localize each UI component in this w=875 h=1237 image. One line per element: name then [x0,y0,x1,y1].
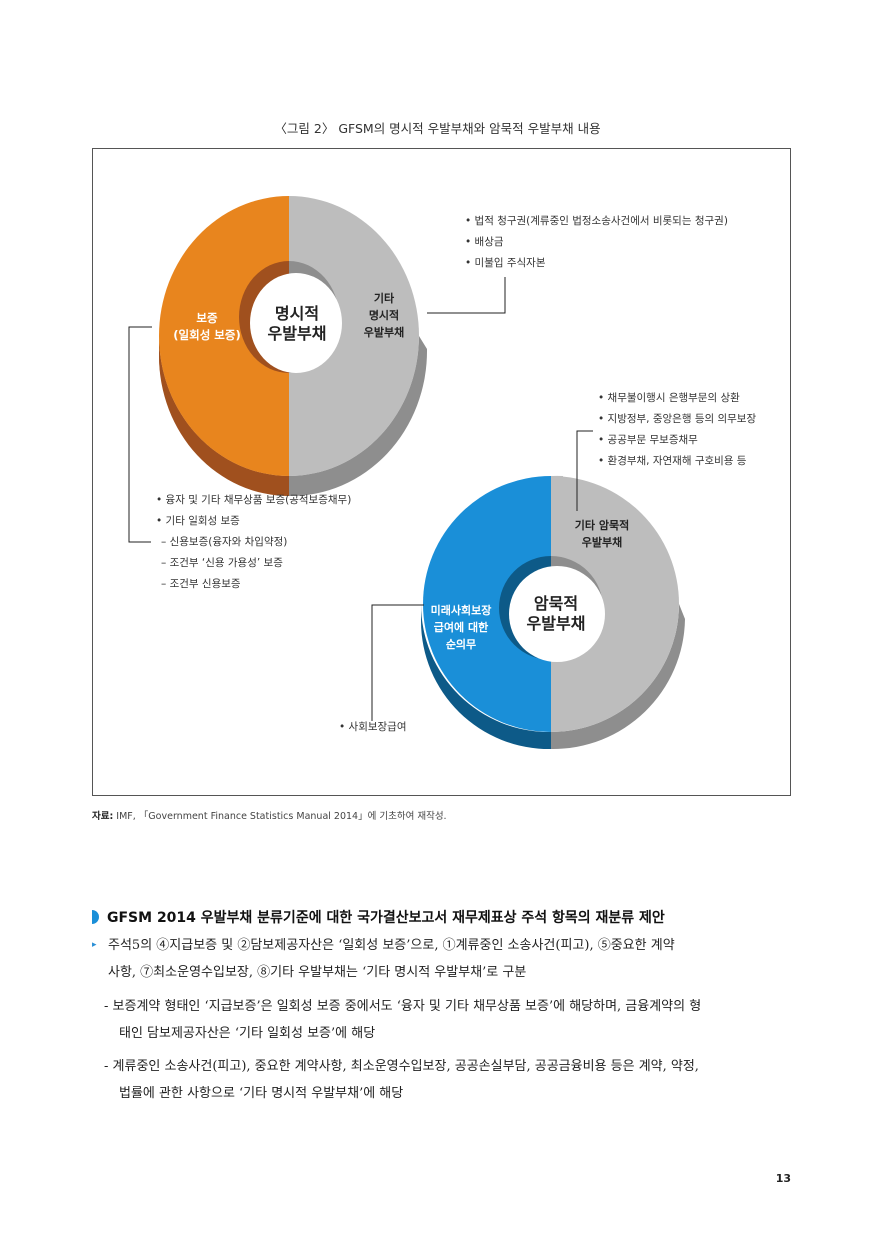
list-item: • 공공부문 무보증채무 [598,434,698,446]
dash1-line-2: 태인 담보제공자산은 ‘기타 일회성 보증’에 해당 [119,1026,376,1041]
explicit-other-list: • 법적 청구권(계류중인 법정소송사건에서 비롯되는 청구권) • 배상금 •… [465,215,728,269]
implicit-hole [509,566,605,662]
dash2-line-2: 법률에 관한 사항으로 ‘기타 명시적 우발부채’에 해당 [119,1086,404,1101]
dash1-line-1: - 보증계약 형태인 ‘지급보증’은 일회성 보증 중에서도 ‘융자 및 기타 … [104,999,702,1014]
explicit-left-label2: (일회성 보증) [173,328,240,342]
connector-lines [128,277,593,721]
connector-explicit-other [427,277,506,314]
dash-paragraph-1: - 보증계약 형태인 ‘지급보증’은 일회성 보증 중에서도 ‘융자 및 기타 … [92,993,792,1047]
list-item: – 조건부 ‘신용 가용성’ 보증 [161,557,283,569]
heading-marker-icon [92,910,99,924]
source-note: 자료: IMF, 「Government Finance Statistics … [92,808,447,822]
list-item: • 법적 청구권(계류중인 법정소송사건에서 비롯되는 청구권) [465,215,728,227]
dash2-line-1: - 계류중인 소송사건(피고), 중요한 계약사항, 최소운영수입보장, 공공손… [104,1059,699,1074]
dash-paragraph-2: - 계류중인 소송사건(피고), 중요한 계약사항, 최소운영수입보장, 공공손… [92,1053,792,1107]
implicit-center-line2: 우발부채 [527,614,586,633]
implicit-center-line1: 암묵적 [534,594,578,613]
explicit-right-label3: 우발부채 [364,325,404,339]
list-item: • 사회보장급여 [339,721,407,733]
explicit-hole [250,273,342,373]
donut-diagram: 명시적 우발부채 보증 (일회성 보증) 기타 명시적 우발부채 암묵적 우발부… [128,196,756,750]
source-text: IMF, 「Government Finance Statistics Manu… [113,811,447,822]
explicit-center-line2: 우발부채 [268,324,327,343]
social-list: • 사회보장급여 [339,721,407,733]
bullet-line-2: 사항, ⑦최소운영수입보장, ⑧기타 우발부채는 ‘기타 명시적 우발부채’로 … [108,965,527,980]
list-item: • 미불입 주식자본 [465,256,546,269]
list-item: – 조건부 신용보증 [161,578,241,590]
triangle-bullet-icon: ▸ [92,940,97,950]
explicit-center-line1: 명시적 [275,304,319,323]
explicit-right-label2: 명시적 [369,308,399,322]
section-heading-text: GFSM 2014 우발부채 분류기준에 대한 국가결산보고서 재무제표상 주석… [107,910,665,926]
explicit-left-label1: 보증 [196,311,218,325]
connector-social [371,604,424,721]
explicit-slice-other [289,196,419,476]
list-item: • 융자 및 기타 채무상품 보증(공적보증채무) [156,494,351,506]
figure-box: 명시적 우발부채 보증 (일회성 보증) 기타 명시적 우발부채 암묵적 우발부… [92,148,791,796]
list-item: • 기타 일회성 보증 [156,514,240,527]
list-item: • 지방정부, 중앙은행 등의 의무보장 [598,413,756,425]
implicit-left-label1: 미래사회보장 [431,603,492,617]
implicit-other-list: • 채무불이행시 은행부문의 상환 • 지방정부, 중앙은행 등의 의무보장 •… [598,392,756,467]
bullet-line-1: 주석5의 ④지급보증 및 ②담보제공자산은 ‘일회성 보증’으로, ①계류중인 … [108,938,675,953]
section-heading: GFSM 2014 우발부채 분류기준에 대한 국가결산보고서 재무제표상 주석… [92,907,665,927]
explicit-donut: 명시적 우발부채 보증 (일회성 보증) 기타 명시적 우발부채 [159,196,428,497]
implicit-left-label2: 급여에 대한 [434,620,488,634]
bullet-paragraph: ▸ 주석5의 ④지급보증 및 ②담보제공자산은 ‘일회성 보증’으로, ①계류중… [92,932,792,986]
implicit-donut: 암묵적 우발부채 미래사회보장 급여에 대한 순의무 기타 암묵적 우발부채 [421,475,685,750]
page-number: 13 [775,1172,791,1185]
list-item: • 채무불이행시 은행부문의 상환 [598,392,740,404]
list-item: – 신용보증(융자와 차입약정) [161,535,287,548]
connector-implicit-other [576,430,593,511]
implicit-slice-social [423,476,551,732]
source-label: 자료: [92,811,114,822]
implicit-left-label3: 순의무 [446,637,476,651]
implicit-right-label1: 기타 암묵적 [575,518,629,532]
guarantee-list: • 융자 및 기타 채무상품 보증(공적보증채무) • 기타 일회성 보증 – … [156,494,351,590]
explicit-slice-guarantee [159,196,289,476]
implicit-slice-other [551,476,679,732]
figure-title: 〈그림 2〉 GFSM의 명시적 우발부채와 암묵적 우발부채 내용 [274,121,601,136]
connector-guarantee [128,326,152,543]
list-item: • 배상금 [465,236,504,248]
list-item: • 환경부채, 자연재해 구호비용 등 [598,454,747,467]
explicit-right-label1: 기타 [374,291,395,305]
implicit-right-label2: 우발부채 [582,535,622,549]
